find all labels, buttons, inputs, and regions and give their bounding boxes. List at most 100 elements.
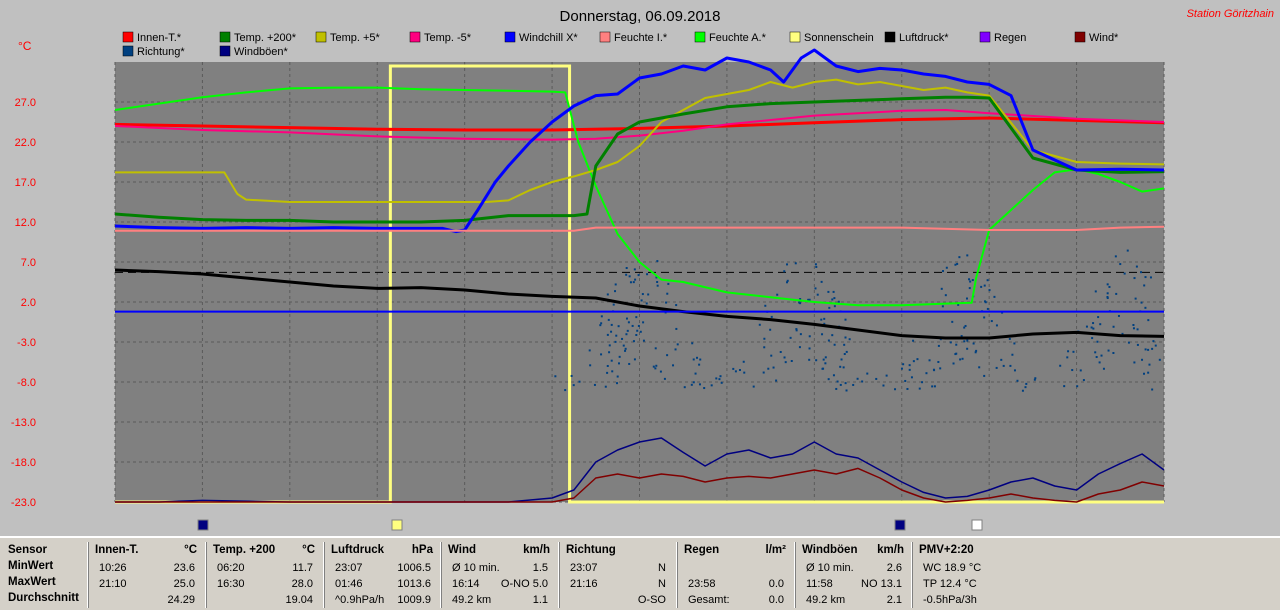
richtung-dot xyxy=(637,274,640,277)
richtung-dot xyxy=(839,365,842,368)
stats-column-header: PMV+2:20 xyxy=(919,544,974,556)
richtung-dot xyxy=(808,347,811,350)
richtung-dot xyxy=(1135,265,1138,268)
richtung-dot xyxy=(974,351,977,354)
richtung-dot xyxy=(823,322,826,325)
richtung-dot xyxy=(1079,369,1082,372)
legend-label: Windchill X* xyxy=(519,32,578,44)
legend-label: Wind* xyxy=(1089,32,1119,44)
time-marker-icon xyxy=(894,519,906,531)
richtung-dot xyxy=(1096,340,1099,343)
richtung-dot xyxy=(837,300,840,303)
stats-cell-value: 1006.5 xyxy=(397,562,431,574)
richtung-dot xyxy=(617,325,620,328)
richtung-dot xyxy=(820,280,823,283)
stats-cell-label: 23:07 xyxy=(335,562,363,574)
richtung-dot xyxy=(1112,351,1115,354)
richtung-dot xyxy=(1102,367,1105,370)
y-tick-label: 12.0 xyxy=(15,217,36,229)
time-marker-icon xyxy=(391,519,403,531)
richtung-dot xyxy=(1108,285,1111,288)
richtung-dot xyxy=(978,366,981,369)
richtung-dot xyxy=(656,260,659,263)
stats-column-unit: km/h xyxy=(877,544,904,556)
richtung-dot xyxy=(839,383,842,386)
richtung-dot xyxy=(921,381,924,384)
richtung-dot xyxy=(957,303,960,306)
richtung-dot xyxy=(1097,316,1100,319)
richtung-dot xyxy=(1133,277,1136,280)
stats-cell-value: 19.04 xyxy=(285,594,313,606)
legend-swatch xyxy=(694,31,706,43)
richtung-dot xyxy=(799,302,802,305)
richtung-dot xyxy=(1000,358,1003,361)
richtung-dot xyxy=(960,335,963,338)
series-innen-t- xyxy=(114,116,1165,132)
richtung-dot xyxy=(1141,358,1144,361)
stats-cell-value: 1.5 xyxy=(532,562,548,574)
richtung-dot xyxy=(589,364,592,367)
richtung-dot xyxy=(942,270,945,273)
richtung-dot xyxy=(1071,369,1074,372)
richtung-dot xyxy=(995,366,998,369)
richtung-dot xyxy=(799,298,802,301)
stats-cell-value: 28.0 xyxy=(291,578,313,590)
legend-label: Sonnenschein xyxy=(804,32,874,44)
richtung-dot xyxy=(1147,319,1150,322)
stats-column: Innen-T. °C 10:26 23.6 21:10 25.0 24.29 xyxy=(88,542,203,608)
richtung-dot xyxy=(654,347,657,350)
stats-cell-label: TP 12.4 °C xyxy=(923,578,977,590)
richtung-dot xyxy=(624,347,627,350)
richtung-dot xyxy=(672,364,675,367)
richtung-dot xyxy=(827,339,830,342)
chart-title: Donnerstag, 06.09.2018 xyxy=(560,8,721,25)
richtung-dot xyxy=(1024,386,1027,389)
richtung-dot xyxy=(691,342,694,345)
stats-cell-value: O-NO 5.0 xyxy=(500,578,548,590)
legend-swatch xyxy=(409,31,421,43)
richtung-dot xyxy=(842,366,845,369)
richtung-dot xyxy=(832,374,835,377)
stats-cell-label: 11:58 xyxy=(806,578,833,590)
richtung-dot xyxy=(1152,340,1155,343)
richtung-dot xyxy=(941,305,944,308)
richtung-dot xyxy=(1098,361,1101,364)
richtung-dot xyxy=(955,352,958,355)
richtung-dot xyxy=(882,384,885,387)
richtung-dot xyxy=(790,359,793,362)
richtung-dot xyxy=(606,364,609,367)
richtung-dot xyxy=(807,298,810,301)
richtung-dot xyxy=(958,256,961,259)
richtung-dot xyxy=(770,354,773,357)
richtung-dot xyxy=(632,281,635,284)
richtung-dot xyxy=(831,298,834,301)
richtung-dot xyxy=(1092,322,1095,325)
richtung-dot xyxy=(1119,263,1122,266)
richtung-dot xyxy=(666,292,669,295)
richtung-dot xyxy=(692,381,695,384)
richtung-dot xyxy=(675,327,678,330)
richtung-dot xyxy=(815,359,818,362)
legend-label: Temp. -5* xyxy=(424,32,472,44)
richtung-dot xyxy=(975,349,978,352)
series-wind- xyxy=(115,467,1165,503)
stats-cell-label: 01:46 xyxy=(335,578,363,590)
stats-cell-label: Gesamt: xyxy=(688,594,730,606)
richtung-dot xyxy=(939,367,942,370)
series-windchill-x- xyxy=(114,48,1165,234)
legend-swatch xyxy=(599,31,611,43)
richtung-dot xyxy=(786,279,789,282)
y-tick-label: -8.0 xyxy=(17,377,36,389)
richtung-dot xyxy=(1134,297,1137,300)
richtung-dot xyxy=(607,318,610,321)
richtung-dot xyxy=(646,273,649,276)
richtung-dot xyxy=(824,356,827,359)
stats-cell-value: O-SO xyxy=(637,594,666,606)
richtung-dot xyxy=(1085,325,1088,328)
legend-label: Feuchte I.* xyxy=(614,32,668,44)
stats-cell-label: WC 18.9 °C xyxy=(923,562,982,574)
richtung-dot xyxy=(822,367,825,370)
richtung-dot xyxy=(856,377,859,380)
legend-label: Regen xyxy=(994,32,1026,44)
richtung-dot xyxy=(815,265,818,268)
